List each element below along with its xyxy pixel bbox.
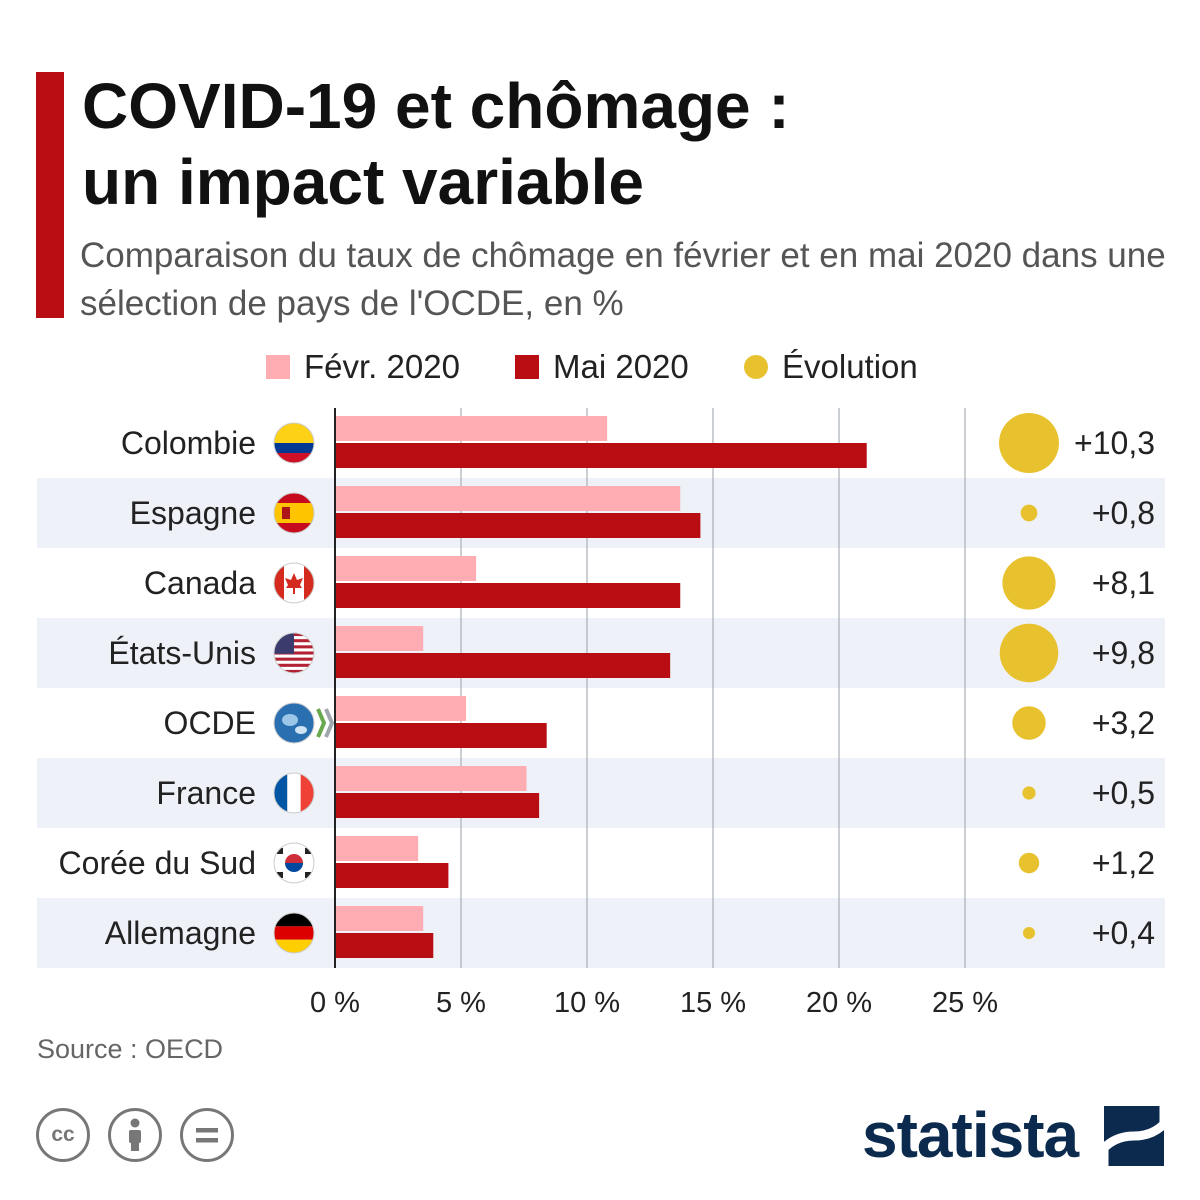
x-tick-label: 10 %: [554, 987, 620, 1019]
no-derivatives-icon: [180, 1108, 234, 1162]
cc-icon: cc: [36, 1108, 90, 1162]
bar-may-espagne: [335, 513, 701, 538]
evolution-label-etats-unis: +9,8: [1092, 635, 1155, 671]
bar-may-allemagne: [335, 933, 434, 958]
evolution-bubble-colombie: [999, 413, 1059, 473]
source-note: Source : OECD: [37, 1034, 224, 1064]
evolution-label-ocde: +3,2: [1092, 705, 1155, 741]
france-flag-icon: [273, 772, 315, 814]
title-line-1: COVID-19 et chômage :: [82, 70, 790, 142]
bar-may-canada: [335, 583, 681, 608]
category-label-canada: Canada: [144, 565, 256, 601]
bar-may-coree-du-sud: [335, 863, 449, 888]
canada-flag-icon: [273, 562, 315, 604]
evolution-label-allemagne: +0,4: [1092, 915, 1155, 951]
category-label-france: France: [156, 775, 256, 811]
legend-label-may: Mai 2020: [553, 348, 689, 385]
evolution-bubble-espagne: [1020, 504, 1038, 522]
bar-may-france: [335, 793, 540, 818]
evolution-bubble-ocde: [1012, 706, 1046, 740]
accent-bar: [36, 72, 64, 318]
bar-feb-espagne: [335, 486, 681, 511]
germany-flag-icon: [273, 912, 315, 954]
legend-swatch-evolution: [744, 355, 768, 379]
category-label-colombie: Colombie: [121, 425, 256, 461]
evolution-label-coree-du-sud: +1,2: [1092, 845, 1155, 881]
category-label-coree-du-sud: Corée du Sud: [59, 845, 256, 881]
bar-feb-colombie: [335, 416, 608, 441]
x-tick-label: 15 %: [680, 987, 746, 1019]
evolution-label-espagne: +0,8: [1092, 495, 1155, 531]
category-label-etats-unis: États-Unis: [108, 635, 256, 671]
evolution-bubble-canada: [1002, 556, 1056, 610]
category-label-allemagne: Allemagne: [105, 915, 256, 951]
bar-feb-canada: [335, 556, 477, 581]
title-line-2: un impact variable: [82, 146, 644, 218]
legend-label-evolution: Évolution: [782, 348, 918, 385]
bar-feb-etats-unis: [335, 626, 424, 651]
chart-subtitle: Comparaison du taux de chômage en févrie…: [80, 236, 1166, 323]
evolution-label-colombie: +10,3: [1074, 425, 1155, 461]
brand-logo-icon: [1104, 1106, 1164, 1166]
x-tick-label: 25 %: [932, 987, 998, 1019]
usa-flag-icon: [273, 632, 315, 674]
south-korea-flag-icon: [273, 842, 315, 884]
bar-feb-france: [335, 766, 527, 791]
x-tick-label: 5 %: [436, 987, 486, 1019]
bar-feb-allemagne: [335, 906, 424, 931]
legend: Févr. 2020 Mai 2020 Évolution: [0, 347, 1200, 387]
legend-swatch-feb: [266, 355, 290, 379]
attribution-icon: [108, 1108, 162, 1162]
evolution-bubble-france: [1022, 786, 1036, 800]
bar-may-ocde: [335, 723, 547, 748]
bar-feb-ocde: [335, 696, 467, 721]
evolution-label-france: +0,5: [1092, 775, 1155, 811]
category-label-espagne: Espagne: [130, 495, 256, 531]
category-label-ocde: OCDE: [164, 705, 256, 741]
evolution-bubble-coree-du-sud: [1018, 852, 1040, 874]
colombia-flag-icon: [273, 422, 315, 464]
bar-may-colombie: [335, 443, 867, 468]
oecd-logo-icon: [273, 702, 315, 744]
brand-logo-text: statista: [862, 1099, 1079, 1171]
row-band: [37, 758, 1165, 828]
legend-swatch-may: [515, 355, 539, 379]
bar-feb-coree-du-sud: [335, 836, 419, 861]
oecd-chevron-2: [324, 708, 335, 738]
evolution-bubble-allemagne: [1023, 927, 1035, 939]
x-tick-label: 0 %: [310, 987, 360, 1019]
bar-may-etats-unis: [335, 653, 671, 678]
legend-label-feb: Févr. 2020: [304, 348, 460, 385]
spain-flag-icon: [273, 492, 315, 534]
x-tick-label: 20 %: [806, 987, 872, 1019]
chart-title: COVID-19 et chômage : un impact variable: [82, 68, 1162, 220]
evolution-bubble-etats-unis: [999, 623, 1059, 683]
oecd-chevron-1: [316, 708, 327, 738]
row-band: [37, 898, 1165, 968]
evolution-label-canada: +8,1: [1092, 565, 1155, 601]
